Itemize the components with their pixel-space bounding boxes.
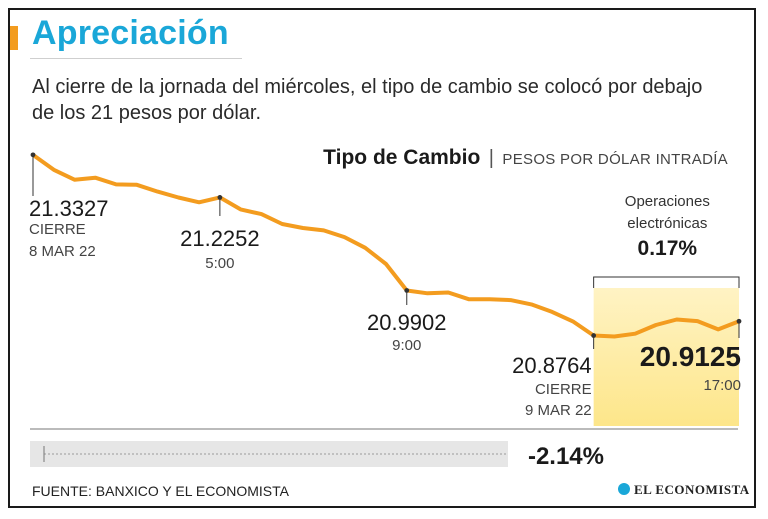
title-accent-bar <box>10 26 18 50</box>
electronic-ops-label-line2: electrónicas <box>627 215 707 232</box>
brand-logo: EL ECONOMISTA <box>618 482 750 498</box>
brand-icon <box>618 483 630 495</box>
annotation-date: 8 MAR 22 <box>29 243 96 260</box>
annotation-label: 9:00 <box>392 337 421 354</box>
annotation-label: CIERRE <box>535 381 592 398</box>
source-note: FUENTE: BANXICO Y EL ECONOMISTA <box>32 483 289 499</box>
annotation-value: 20.9125 <box>640 341 741 372</box>
electronic-ops-label-line1: Operaciones <box>625 193 710 210</box>
series-line-tipo-de-cambio <box>31 152 741 339</box>
annotation-value: 21.2252 <box>180 226 260 251</box>
annotation-date: 9 MAR 22 <box>525 402 592 419</box>
brand-name: EL ECONOMISTA <box>634 482 750 497</box>
annotation-label: 5:00 <box>205 255 234 272</box>
electronic-ops-change: 0.17% <box>638 237 698 260</box>
subtitle: Al cierre de la jornada del miércoles, e… <box>32 76 703 124</box>
title-underline <box>30 58 242 59</box>
chart-header: Tipo de Cambio | PESOS POR DÓLAR INTRADÍ… <box>323 146 728 170</box>
annotation-value: 20.9902 <box>367 310 447 335</box>
chart-unit: PESOS POR DÓLAR INTRADÍA <box>502 151 728 168</box>
page-title: Apreciación <box>32 14 229 52</box>
annotation-value: 20.8764 <box>512 353 592 378</box>
electronic-ops-bracket <box>593 276 740 288</box>
total-change-value: -2.14% <box>528 443 604 470</box>
annotation-label: CIERRE <box>29 221 86 238</box>
electronic-ops-highlight <box>593 288 739 426</box>
chart-title-separator: | <box>488 147 494 169</box>
annotation-value: 21.3327 <box>29 196 109 221</box>
annotation-label: 17:00 <box>703 377 741 394</box>
chart-title: Tipo de Cambio <box>323 146 481 169</box>
